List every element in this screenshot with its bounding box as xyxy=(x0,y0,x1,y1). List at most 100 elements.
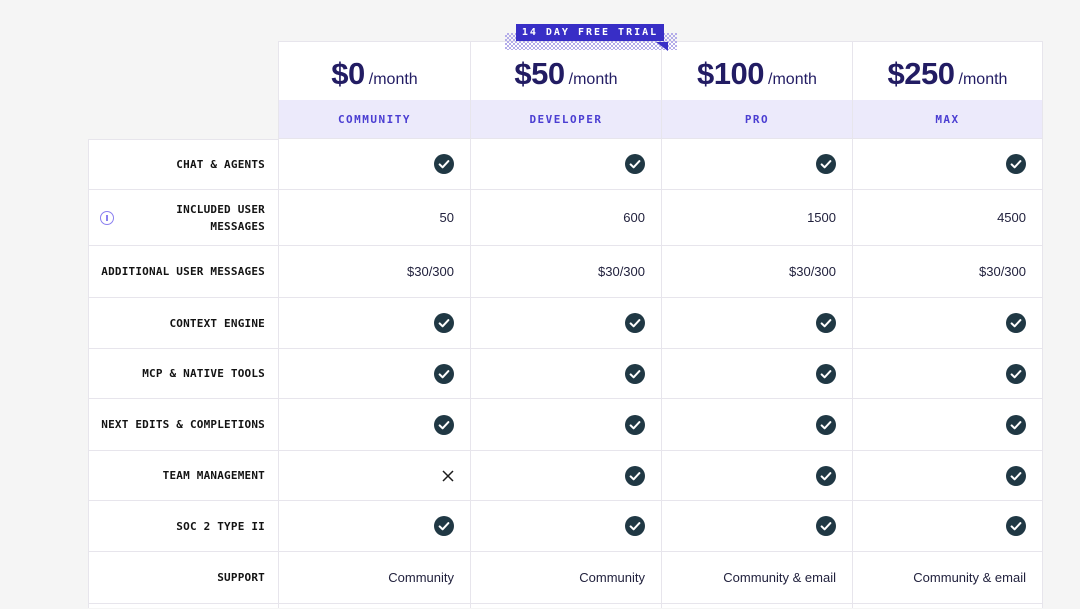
feature-label-next-edits-completions: NEXT EDITS & COMPLETIONS xyxy=(88,399,278,451)
price-amount: $0 xyxy=(331,56,365,91)
feature-value-text: 50 xyxy=(439,210,454,225)
feature-label-context-engine: CONTEXT ENGINE xyxy=(88,298,278,349)
check-icon xyxy=(816,516,836,536)
cell-max-additional-user-messages: $30/300 xyxy=(852,246,1043,298)
price-amount: $250 xyxy=(887,56,955,91)
badge-fold-icon xyxy=(656,42,668,51)
plan-tier-developer: DEVELOPER xyxy=(470,100,661,139)
cell-pro-soc-2-type-ii xyxy=(661,501,852,552)
feature-label-chat-agents: CHAT & AGENTS xyxy=(88,139,278,190)
cell-developer-team-management xyxy=(470,451,661,501)
feature-label-text: SOC 2 TYPE II xyxy=(176,519,265,533)
cell-max-support: Community & email xyxy=(852,552,1043,604)
x-icon xyxy=(442,469,454,482)
cell-max-mcp-native-tools xyxy=(852,349,1043,399)
feature-value-text: Community & email xyxy=(913,570,1026,585)
plan-tier-community: COMMUNITY xyxy=(278,100,470,139)
price-period: /month xyxy=(368,71,418,88)
partial-row-cell xyxy=(278,604,470,608)
cell-developer-additional-user-messages: $30/300 xyxy=(470,246,661,298)
check-icon xyxy=(625,313,645,333)
cell-pro-included-user-messages: 1500 xyxy=(661,190,852,246)
cell-pro-context-engine xyxy=(661,298,852,349)
cell-community-soc-2-type-ii xyxy=(278,501,470,552)
feature-value-text: 600 xyxy=(623,210,645,225)
cell-community-next-edits-completions xyxy=(278,399,470,451)
partial-row-cell xyxy=(852,604,1043,608)
cell-max-included-user-messages: 4500 xyxy=(852,190,1043,246)
check-icon xyxy=(1006,414,1026,435)
cell-developer-mcp-native-tools xyxy=(470,349,661,399)
feature-value-text: Community xyxy=(579,570,645,585)
plan-tier-pro: PRO xyxy=(661,100,852,139)
feature-label-text: TEAM MANAGEMENT xyxy=(162,469,265,482)
cell-community-context-engine xyxy=(278,298,470,349)
check-icon xyxy=(625,154,645,174)
feature-label-mcp-native-tools: MCP & NATIVE TOOLS xyxy=(88,349,278,399)
cell-community-additional-user-messages: $30/300 xyxy=(278,246,470,298)
feature-value-text: $30/300 xyxy=(407,264,454,279)
check-icon xyxy=(1006,313,1026,333)
cell-pro-next-edits-completions xyxy=(661,399,852,451)
check-icon xyxy=(816,414,836,435)
check-icon xyxy=(1006,154,1026,174)
feature-label-text: ADDITIONAL USER MESSAGES xyxy=(101,265,265,278)
check-icon xyxy=(434,154,454,174)
check-icon xyxy=(625,465,645,486)
feature-label-additional-user-messages: ADDITIONAL USER MESSAGES xyxy=(88,246,278,298)
cell-community-support: Community xyxy=(278,552,470,604)
feature-value-text: Community xyxy=(388,570,454,585)
cell-max-next-edits-completions xyxy=(852,399,1043,451)
partial-row-cell xyxy=(88,604,278,608)
check-icon xyxy=(1006,465,1026,486)
cell-max-chat-agents xyxy=(852,139,1043,190)
plan-price-max: $250/month xyxy=(852,41,1043,100)
cell-community-mcp-native-tools xyxy=(278,349,470,399)
cell-max-soc-2-type-ii xyxy=(852,501,1043,552)
feature-value-text: $30/300 xyxy=(789,264,836,279)
cell-developer-soc-2-type-ii xyxy=(470,501,661,552)
feature-label-support: SUPPORT xyxy=(88,552,278,604)
plan-price-pro: $100/month xyxy=(661,41,852,100)
feature-label-text: INCLUDED USER MESSAGES xyxy=(176,202,265,233)
cell-pro-chat-agents xyxy=(661,139,852,190)
cell-community-team-management xyxy=(278,451,470,501)
cell-developer-next-edits-completions xyxy=(470,399,661,451)
check-icon xyxy=(625,414,645,435)
feature-label-included-user-messages: INCLUDED USER MESSAGES xyxy=(88,190,278,246)
feature-label-soc-2-type-ii: SOC 2 TYPE II xyxy=(88,501,278,552)
check-icon xyxy=(816,313,836,333)
price-period: /month xyxy=(768,71,817,88)
feature-value-text: 1500 xyxy=(807,210,836,225)
cell-pro-additional-user-messages: $30/300 xyxy=(661,246,852,298)
feature-label-team-management: TEAM MANAGEMENT xyxy=(88,451,278,501)
info-icon[interactable] xyxy=(100,210,114,225)
cell-developer-included-user-messages: 600 xyxy=(470,190,661,246)
feature-label-text: CONTEXT ENGINE xyxy=(169,316,265,330)
check-icon xyxy=(625,363,645,384)
pricing-table: $0/month COMMUNITY $50/month DEVELOPER $100/… xyxy=(88,41,1043,608)
free-trial-badge: 14 DAY FREE TRIAL xyxy=(516,24,664,41)
feature-label-text: SUPPORT xyxy=(217,571,265,584)
plan-price-community: $0/month xyxy=(278,41,470,100)
check-icon xyxy=(434,313,454,333)
check-icon xyxy=(434,363,454,384)
table-corner-spacer xyxy=(88,41,278,139)
cell-max-context-engine xyxy=(852,298,1043,349)
feature-value-text: $30/300 xyxy=(979,264,1026,279)
check-icon xyxy=(816,363,836,384)
cell-developer-context-engine xyxy=(470,298,661,349)
feature-label-text: CHAT & AGENTS xyxy=(176,158,265,171)
cell-pro-support: Community & email xyxy=(661,552,852,604)
check-icon xyxy=(625,516,645,536)
plan-tier-max: MAX xyxy=(852,100,1043,139)
cell-pro-team-management xyxy=(661,451,852,501)
check-icon xyxy=(816,465,836,486)
cell-max-team-management xyxy=(852,451,1043,501)
cell-developer-chat-agents xyxy=(470,139,661,190)
price-period: /month xyxy=(958,71,1008,88)
price-amount: $50 xyxy=(514,56,565,91)
feature-label-text: MCP & NATIVE TOOLS xyxy=(142,367,265,380)
feature-label-text: NEXT EDITS & COMPLETIONS xyxy=(101,418,265,431)
